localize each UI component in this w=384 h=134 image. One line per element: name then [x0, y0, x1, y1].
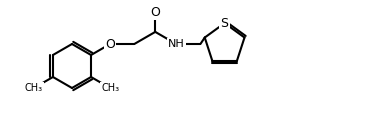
Text: S: S [221, 17, 228, 30]
Text: NH: NH [168, 39, 185, 49]
Text: CH₃: CH₃ [25, 83, 43, 93]
Text: O: O [150, 6, 160, 19]
Text: O: O [105, 38, 115, 51]
Text: CH₃: CH₃ [101, 83, 119, 93]
